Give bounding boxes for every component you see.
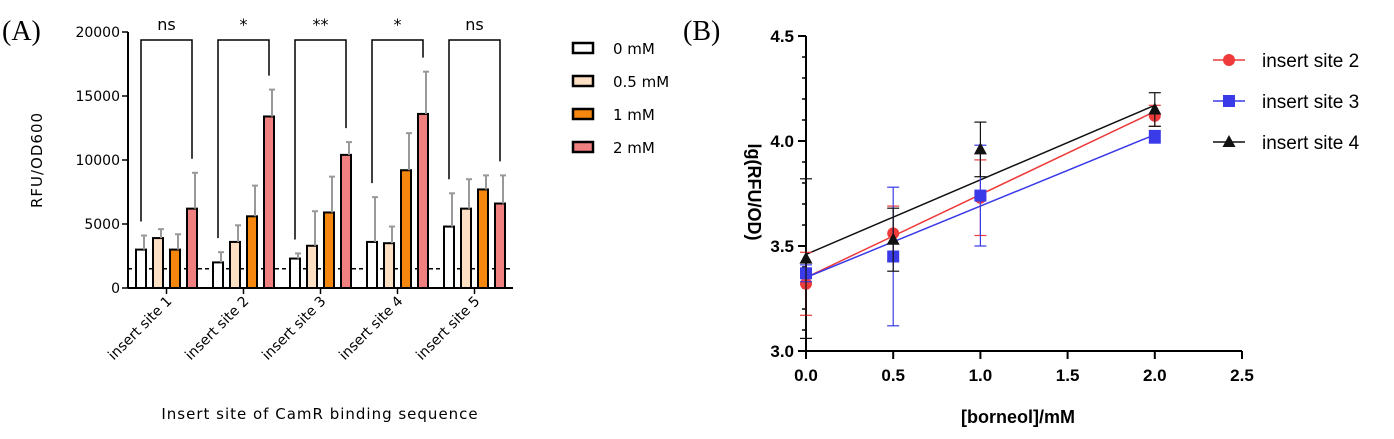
- panel-a-bar: [212, 261, 224, 289]
- panel-b-legend: insert site 2 insert site 3 insert site 4: [1213, 51, 1360, 154]
- panel-b-legend-label: insert site 4: [1262, 133, 1360, 154]
- panel-a-legend-swatch: [571, 140, 595, 154]
- panel-b-data-point: [886, 232, 900, 245]
- panel-a-x-tick-label: insert site 4: [336, 293, 406, 363]
- panel-a-bar: [135, 248, 147, 290]
- panel-a-bar: [323, 211, 335, 289]
- panel-a-label: (A): [2, 16, 41, 47]
- panel-a: (A) 0 5000 10000 15000 20000 insert site 1 ns i…: [2, 15, 669, 423]
- panel-a-significance-bracket: [294, 39, 347, 240]
- panel-a-y-tick-label: 10000: [75, 153, 120, 169]
- panel-a-significance-bracket: [217, 39, 270, 239]
- panel-b-legend-label: insert site 3: [1262, 92, 1359, 113]
- panel-a-x-tick-label: insert site 3: [259, 294, 329, 364]
- panel-a-x-axis-title: Insert site of CamR binding sequence: [161, 405, 478, 423]
- panel-a-significance-label: *: [394, 15, 402, 34]
- panel-a-bar: [152, 237, 164, 289]
- panel-a-bar: [443, 225, 455, 289]
- panel-a-bar: [169, 248, 181, 290]
- panel-a-bar: [366, 240, 378, 289]
- panel-a-significance-label: *: [240, 15, 248, 34]
- panel-b-legend-marker: [1222, 135, 1236, 147]
- panel-b-y-tick-label: 4.0: [770, 132, 794, 151]
- panel-b-x-tick-label: 2.0: [1143, 366, 1167, 385]
- panel-a-bar: [400, 169, 412, 290]
- panel-b-data-point: [974, 189, 987, 202]
- panel-b-plot-area: 3.0 3.5 4.0 4.5 0.0 0.5 1.0 1.5 2.0 2.5: [770, 27, 1253, 385]
- panel-b: (B) 3.0 3.5 4.0 4.5 0.0 0.5 1.0 1.5 2.0 2.5 lg(RF…: [683, 16, 1360, 427]
- panel-a-bar: [306, 244, 318, 289]
- panel-b-x-tick-label: 1.0: [969, 366, 993, 385]
- panel-a-bar: [494, 202, 506, 290]
- panel-b-data-point: [1148, 102, 1162, 115]
- panel-b-data-point: [973, 142, 987, 155]
- panel-a-bar: [263, 115, 275, 290]
- panel-a-bar: [229, 240, 241, 289]
- panel-b-y-tick-label: 4.5: [770, 27, 794, 46]
- panel-a-bar: [417, 112, 429, 289]
- panel-a-significance-bracket: [371, 39, 424, 184]
- panel-a-legend-swatch: [571, 74, 595, 88]
- panel-a-x-tick-label: insert site 2: [182, 294, 252, 364]
- panel-b-x-tick-label: 0.0: [794, 366, 818, 385]
- panel-a-y-tick-label: 15000: [75, 89, 120, 105]
- panel-a-significance-bracket: [140, 39, 193, 222]
- panel-b-x-axis-title: [borneol]/mM: [961, 407, 1075, 427]
- panel-a-x-tick-label: insert site 1: [105, 294, 175, 364]
- panel-a-y-tick-label: 0: [111, 281, 120, 297]
- panel-a-legend-label: 0.5 mM: [613, 73, 669, 91]
- panel-a-bar: [477, 188, 489, 289]
- panel-a-bar: [383, 242, 395, 289]
- panel-a-legend-label: 2 mM: [613, 139, 655, 157]
- panel-b-data-point: [799, 251, 813, 264]
- panel-a-legend-label: 0 mM: [613, 40, 655, 58]
- panel-a-y-tick-label: 5000: [84, 217, 120, 233]
- panel-a-significance-label: ns: [465, 15, 483, 34]
- panel-b-x-tick-label: 2.5: [1230, 366, 1254, 385]
- panel-b-label: (B): [683, 16, 720, 47]
- panel-b-legend-marker: [1223, 54, 1235, 66]
- panel-a-bar: [246, 215, 258, 290]
- panel-b-data-point: [1148, 130, 1161, 143]
- panel-b-y-axis-title: lg(RFU/OD): [744, 144, 764, 241]
- panel-b-y-tick-label: 3.5: [770, 237, 794, 256]
- panel-b-legend-label: insert site 2: [1262, 51, 1359, 72]
- panel-a-y-axis-title: RFU/OD600: [28, 112, 46, 208]
- panel-a-legend-label: 1 mM: [613, 106, 655, 124]
- panel-a-bar: [340, 153, 352, 289]
- panel-a-significance-bracket: [448, 39, 501, 180]
- panel-b-y-tick-label: 3.0: [770, 342, 794, 361]
- panel-a-bar: [186, 207, 198, 289]
- panel-b-x-tick-label: 1.5: [1056, 366, 1080, 385]
- panel-a-bar: [289, 257, 301, 289]
- panel-a-legend-swatch: [571, 107, 595, 121]
- panel-a-significance-label: ns: [157, 15, 175, 34]
- panel-a-significance-label: **: [313, 15, 329, 34]
- panel-a-x-tick-label: insert site 5: [413, 294, 483, 364]
- panel-a-legend: 0 mM 0.5 mM 1 mM 2 mM: [571, 40, 669, 157]
- panel-a-plot-area: 0 5000 10000 15000 20000 insert site 1 ns inser…: [75, 15, 513, 364]
- panel-b-x-tick-label: 0.5: [881, 366, 905, 385]
- panel-b-legend-marker: [1223, 95, 1235, 107]
- panel-a-bar: [460, 207, 472, 289]
- panel-a-y-tick-label: 20000: [75, 25, 120, 41]
- panel-a-legend-swatch: [571, 41, 595, 55]
